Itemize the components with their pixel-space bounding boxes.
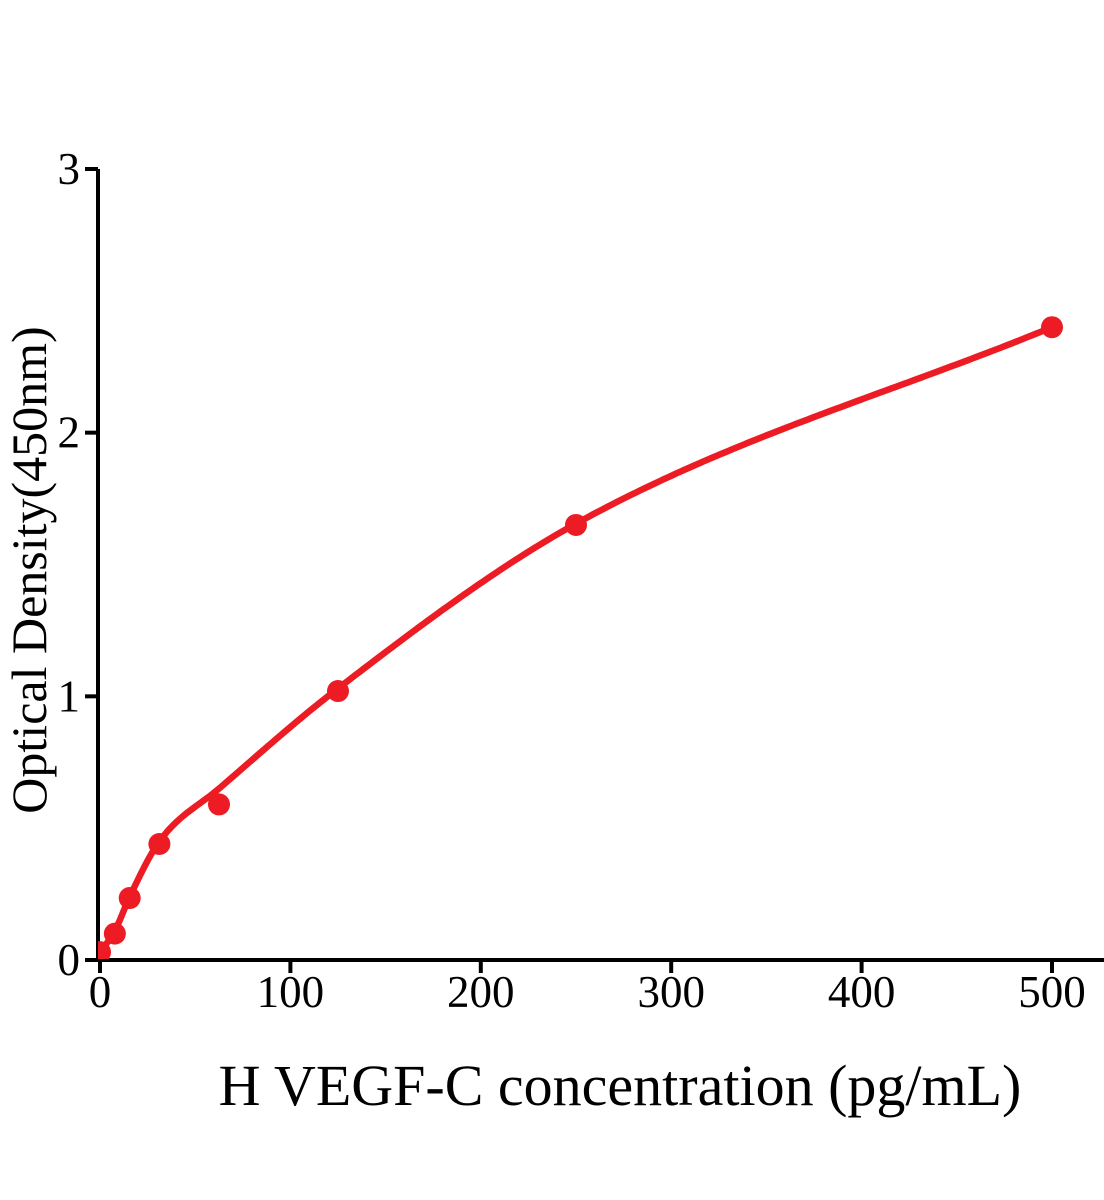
y-tick-label: 0 xyxy=(58,935,81,985)
axes-layer xyxy=(96,169,1104,962)
y-axis-title: Optical Density(450nm) xyxy=(1,326,57,813)
ticks-layer xyxy=(85,167,1054,973)
data-point xyxy=(327,680,349,703)
x-tick-label: 100 xyxy=(257,967,325,1017)
y-tick-label: 3 xyxy=(58,144,81,194)
data-point xyxy=(103,922,126,945)
data-point xyxy=(208,793,230,816)
data-point xyxy=(148,832,171,855)
x-tick-label: 400 xyxy=(828,967,896,1017)
tick-labels-layer: 0 100 200 300 400 500 0 1 2 3 xyxy=(58,144,1086,1017)
x-tick-label: 200 xyxy=(447,967,515,1017)
x-tick-label: 0 xyxy=(89,967,112,1017)
y-tick-label: 2 xyxy=(58,408,81,458)
x-tick-label: 500 xyxy=(1018,967,1086,1017)
x-axis-title: H VEGF-C concentration (pg/mL) xyxy=(219,1053,1022,1118)
data-point xyxy=(118,887,141,910)
y-tick-label: 1 xyxy=(58,671,81,721)
data-layer xyxy=(98,316,1063,959)
data-point xyxy=(565,513,587,536)
x-tick-label: 300 xyxy=(637,967,705,1017)
data-point xyxy=(1041,316,1063,339)
data-point xyxy=(98,941,111,959)
fit-curve xyxy=(98,323,1056,956)
